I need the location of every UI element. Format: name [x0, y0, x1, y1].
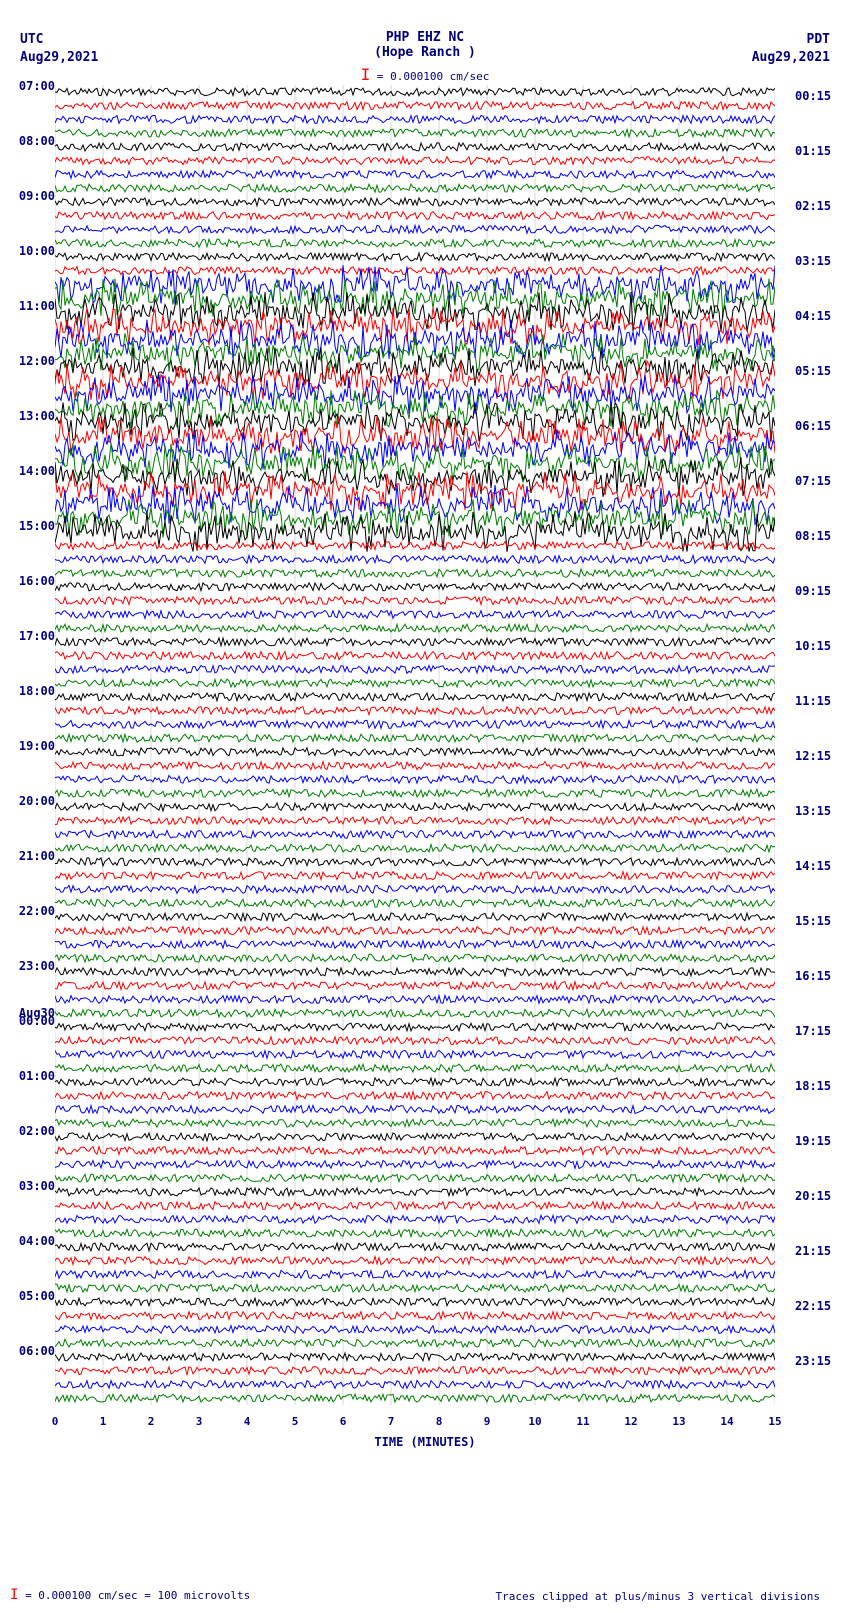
x-tick: 12	[624, 1415, 637, 1428]
utc-time-label: 16:00	[19, 574, 55, 588]
tz-left-label: UTC	[20, 32, 43, 47]
utc-time-label: 05:00	[19, 1289, 55, 1303]
pdt-time-label: 02:15	[795, 199, 831, 213]
utc-time-label: 08:00	[19, 134, 55, 148]
utc-time-label: 17:00	[19, 629, 55, 643]
pdt-time-label: 08:15	[795, 529, 831, 543]
x-tick: 5	[292, 1415, 299, 1428]
x-tick: 1	[100, 1415, 107, 1428]
tz-right-label: PDT	[807, 32, 830, 47]
pdt-time-label: 16:15	[795, 969, 831, 983]
pdt-time-label: 06:15	[795, 419, 831, 433]
footer-clip-note: Traces clipped at plus/minus 3 vertical …	[495, 1590, 820, 1603]
date-right-label: Aug29,2021	[752, 50, 830, 65]
x-tick: 14	[720, 1415, 733, 1428]
pdt-time-label: 19:15	[795, 1134, 831, 1148]
pdt-time-label: 07:15	[795, 474, 831, 488]
x-tick: 2	[148, 1415, 155, 1428]
x-tick: 8	[436, 1415, 443, 1428]
station-code: PHP EHZ NC	[374, 30, 476, 45]
pdt-time-label: 21:15	[795, 1244, 831, 1258]
pdt-time-label: 01:15	[795, 144, 831, 158]
left-time-labels: 07:0008:0009:0010:0011:0012:0013:0014:00…	[5, 85, 55, 1405]
utc-time-label: 14:00	[19, 464, 55, 478]
scale-note: I = 0.000100 cm/sec	[361, 65, 490, 84]
utc-time-label: 01:00	[19, 1069, 55, 1083]
pdt-time-label: 20:15	[795, 1189, 831, 1203]
utc-time-label: 06:00	[19, 1344, 55, 1358]
right-time-labels: 00:1501:1502:1503:1504:1505:1506:1507:15…	[795, 95, 845, 1415]
utc-time-label: 20:00	[19, 794, 55, 808]
pdt-time-label: 03:15	[795, 254, 831, 268]
pdt-time-label: 04:15	[795, 309, 831, 323]
utc-time-label: 09:00	[19, 189, 55, 203]
pdt-time-label: 23:15	[795, 1354, 831, 1368]
x-tick: 11	[576, 1415, 589, 1428]
pdt-time-label: 11:15	[795, 694, 831, 708]
utc-time-label: 22:00	[19, 904, 55, 918]
pdt-time-label: 10:15	[795, 639, 831, 653]
pdt-time-label: 00:15	[795, 89, 831, 103]
pdt-time-label: 18:15	[795, 1079, 831, 1093]
utc-time-label: 07:00	[19, 79, 55, 93]
helicorder-plot	[55, 85, 775, 1405]
pdt-time-label: 05:15	[795, 364, 831, 378]
x-tick: 0	[52, 1415, 59, 1428]
x-tick: 6	[340, 1415, 347, 1428]
utc-time-label: 13:00	[19, 409, 55, 423]
x-tick: 10	[528, 1415, 541, 1428]
pdt-time-label: 15:15	[795, 914, 831, 928]
x-axis-title: TIME (MINUTES)	[374, 1435, 475, 1449]
date-left-label: Aug29,2021	[20, 50, 98, 65]
x-tick: 9	[484, 1415, 491, 1428]
pdt-time-label: 12:15	[795, 749, 831, 763]
pdt-time-label: 22:15	[795, 1299, 831, 1313]
utc-time-label: 23:00	[19, 959, 55, 973]
utc-time-label: 02:00	[19, 1124, 55, 1138]
pdt-time-label: 17:15	[795, 1024, 831, 1038]
utc-time-label: 21:00	[19, 849, 55, 863]
pdt-time-label: 09:15	[795, 584, 831, 598]
utc-time-label: 18:00	[19, 684, 55, 698]
utc-time-label: 00:00	[19, 1014, 55, 1028]
utc-time-label: 04:00	[19, 1234, 55, 1248]
utc-time-label: 10:00	[19, 244, 55, 258]
station-location: (Hope Ranch )	[374, 45, 476, 60]
footer-scale: I = 0.000100 cm/sec = 100 microvolts	[10, 1587, 250, 1603]
utc-time-label: 15:00	[19, 519, 55, 533]
x-tick: 15	[768, 1415, 781, 1428]
x-tick: 3	[196, 1415, 203, 1428]
pdt-time-label: 13:15	[795, 804, 831, 818]
utc-time-label: 11:00	[19, 299, 55, 313]
x-tick: 13	[672, 1415, 685, 1428]
x-tick: 4	[244, 1415, 251, 1428]
utc-time-label: 03:00	[19, 1179, 55, 1193]
utc-time-label: 12:00	[19, 354, 55, 368]
x-tick: 7	[388, 1415, 395, 1428]
utc-time-label: 19:00	[19, 739, 55, 753]
pdt-time-label: 14:15	[795, 859, 831, 873]
